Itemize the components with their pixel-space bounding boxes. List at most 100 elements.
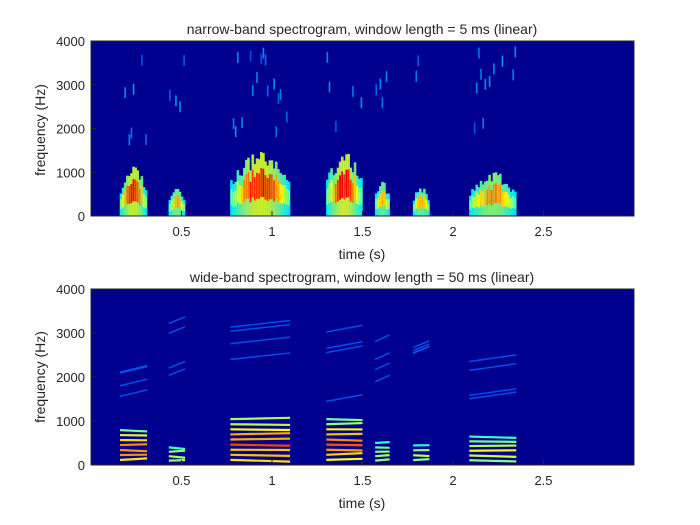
voiced-segment [119, 54, 148, 216]
energy-core [132, 179, 135, 202]
hf-harmonic [326, 340, 363, 349]
y-tick-label: 2000 [56, 122, 85, 137]
energy-core [275, 175, 278, 200]
harmonic-band [230, 443, 291, 447]
harmonic-band [326, 421, 363, 426]
energy-core [176, 195, 179, 208]
energy-core [251, 169, 254, 198]
energy-core [138, 188, 141, 206]
y-tick-label: 4000 [56, 34, 85, 49]
hf-harmonic [119, 378, 148, 387]
hf-harmonic [168, 360, 186, 369]
hf-energy [266, 85, 269, 97]
energy-core [358, 188, 361, 205]
harmonic-band [119, 428, 148, 433]
harmonic-band [230, 416, 291, 421]
voiced-segment [168, 316, 186, 462]
energy-core [270, 174, 273, 200]
energy-core [258, 173, 261, 199]
y-tick-label: 3000 [56, 326, 85, 341]
energy-core [145, 196, 148, 209]
x-tick-label: 2 [449, 473, 456, 488]
harmonic-band [230, 423, 291, 427]
energy-core [495, 183, 498, 203]
energy-core [253, 177, 256, 201]
energy-core [134, 179, 137, 202]
energy-core [375, 198, 378, 210]
spectrogram-energy [119, 316, 517, 463]
hf-energy [183, 54, 185, 66]
energy-core [356, 185, 359, 204]
harmonic-band [375, 441, 390, 445]
hf-energy [179, 101, 181, 113]
energy-core [126, 185, 129, 204]
harmonic-band [413, 454, 430, 458]
harmonic-band [119, 448, 148, 453]
hf-energy [232, 118, 235, 130]
x-tick-label: 0.5 [172, 224, 190, 239]
hf-energy [273, 78, 275, 90]
energy-core [425, 199, 428, 210]
hf-energy [132, 83, 135, 95]
hf-energy [124, 87, 126, 99]
narrow-band-x-ticks: 0.5 1 1.5 2 2.5 [172, 211, 553, 239]
energy-core [334, 183, 337, 204]
harmonic-band [168, 449, 186, 453]
voiced-segment [374, 71, 390, 216]
harmonic-band [469, 440, 517, 443]
harmonic-band [326, 443, 363, 447]
hf-energy [256, 71, 258, 83]
harmonic-band [119, 443, 148, 447]
hf-harmonic [119, 389, 148, 398]
hf-harmonic [230, 319, 291, 328]
energy-core [345, 169, 348, 198]
hf-energy [262, 47, 265, 59]
hf-energy [512, 69, 514, 81]
energy-core [512, 196, 515, 209]
hf-energy [169, 89, 171, 101]
energy-core [387, 199, 390, 210]
energy-core [281, 185, 284, 204]
hf-energy [375, 84, 378, 96]
energy-core [122, 194, 125, 208]
hf-energy [488, 75, 491, 87]
energy-core [140, 186, 143, 205]
energy-core [277, 180, 280, 202]
energy-core [256, 172, 259, 199]
energy-core [279, 183, 282, 204]
energy-core [477, 194, 480, 208]
wide-band-x-axis-label: time (s) [339, 495, 386, 511]
voiced-segment [119, 364, 148, 462]
y-tick-label: 2000 [56, 370, 85, 385]
wide-band-plot-area [90, 288, 635, 466]
energy-core [236, 181, 239, 203]
x-tick-label: 1.5 [353, 473, 371, 488]
energy-core [172, 198, 175, 209]
hf-energy [249, 50, 252, 62]
energy-core [484, 190, 487, 206]
hf-energy [264, 54, 267, 66]
harmonic-band [413, 458, 430, 462]
energy-core [288, 190, 291, 206]
energy-core [486, 189, 489, 206]
energy-core [475, 192, 478, 207]
hf-energy [475, 82, 478, 94]
x-tick-label: 2.5 [534, 473, 552, 488]
hf-harmonic [230, 336, 291, 345]
energy-core [268, 174, 271, 200]
energy-core [266, 178, 269, 201]
hf-energy [335, 120, 337, 132]
energy-core [499, 184, 502, 204]
energy-core [379, 193, 382, 208]
hf-energy [484, 78, 487, 90]
voiced-segment [326, 51, 363, 216]
wide-band-x-ticks: 0.5 1 1.5 2 2.5 [172, 460, 553, 488]
energy-core [471, 195, 474, 208]
energy-core [415, 198, 418, 209]
x-tick-label: 0.5 [172, 473, 190, 488]
energy-core [168, 204, 171, 212]
voiced-segment [469, 46, 517, 216]
energy-core [354, 175, 357, 200]
hf-harmonic [469, 362, 517, 372]
